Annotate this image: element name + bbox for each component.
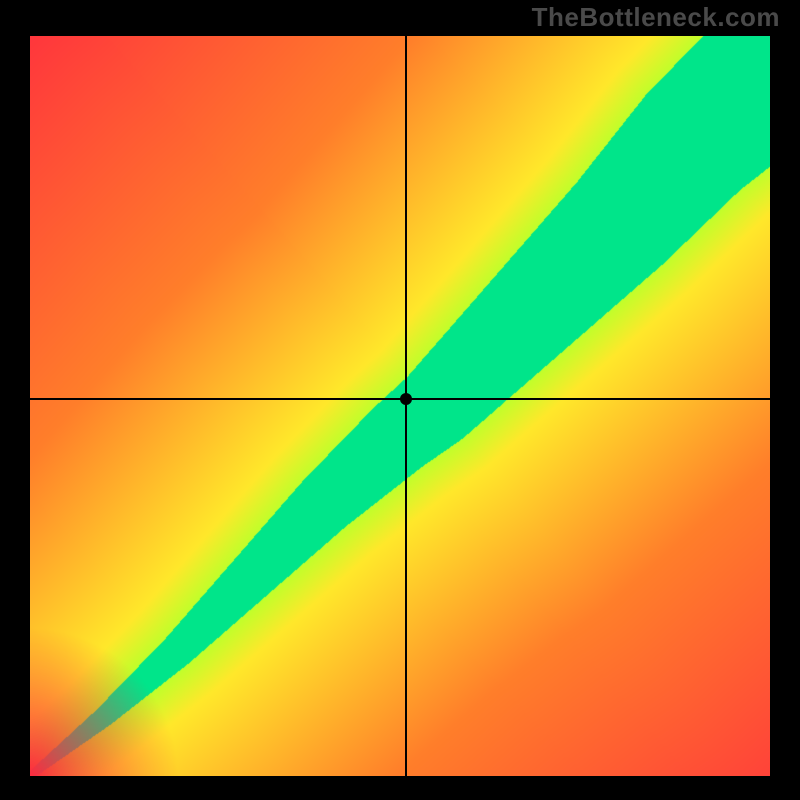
watermark-text: TheBottleneck.com (532, 2, 780, 33)
chart-frame: TheBottleneck.com (0, 0, 800, 800)
bottleneck-heatmap (30, 36, 770, 776)
plot-area (30, 36, 770, 776)
